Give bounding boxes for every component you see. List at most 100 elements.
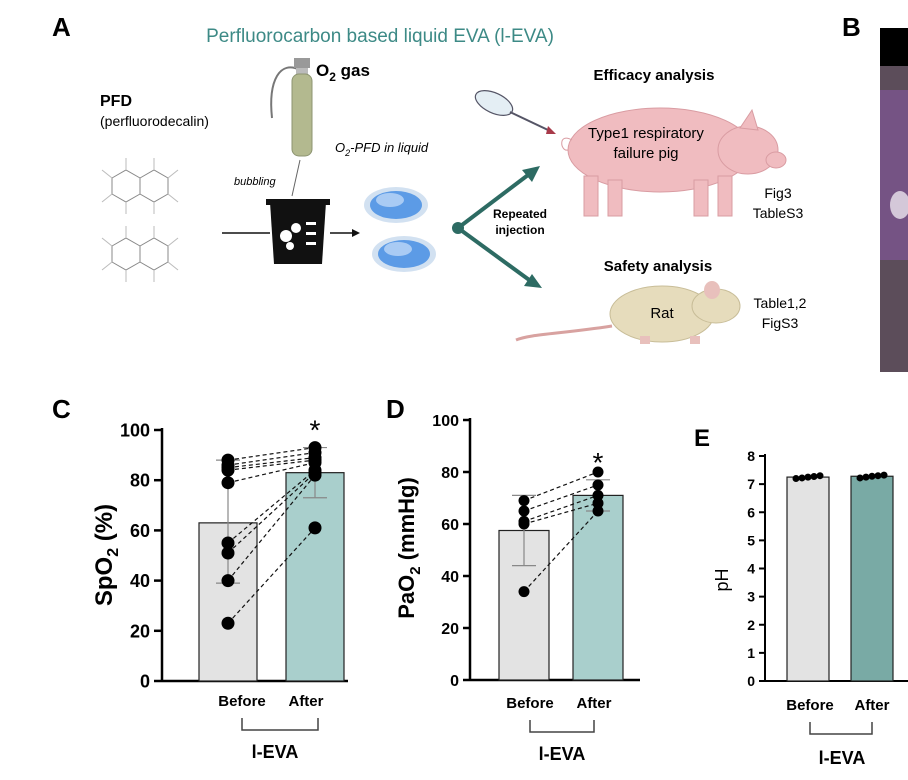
chart-d-pair-line xyxy=(523,502,599,525)
pig-label-line1: Type1 respiratory xyxy=(588,125,704,142)
chart-c-pair-line xyxy=(227,462,316,484)
chart-e-point-before xyxy=(816,472,824,480)
safety-ref-fig: FigS3 xyxy=(762,315,799,331)
chart-c-pair-line xyxy=(227,472,316,554)
rat-icon xyxy=(515,281,741,344)
chart-c-pair-line xyxy=(227,474,316,581)
chart-c-xlabel-before: Before xyxy=(218,693,266,710)
chart-d-point-after xyxy=(592,479,604,491)
chart-e-y-tick-label: 2 xyxy=(747,617,755,633)
chart-c-pair-line xyxy=(227,459,316,471)
chart-d-point-after xyxy=(592,497,604,509)
panel-a: A Perfluorocarbon based liquid EVA (l-EV… xyxy=(52,12,807,344)
panel-c-label: C xyxy=(52,394,71,424)
chart-d-point-before xyxy=(518,495,530,507)
chart-e-y-tick-label: 1 xyxy=(747,645,755,661)
o2-cylinder-icon xyxy=(270,58,313,157)
safety-analysis-title: Safety analysis xyxy=(604,258,712,275)
chart-c-bar-after xyxy=(285,472,345,682)
chart-e-group-bracket xyxy=(809,722,873,735)
photo-image-highlight xyxy=(880,90,908,260)
chart-c-point-after xyxy=(308,468,322,482)
chart-d-point-before xyxy=(518,505,530,517)
chart-d-bar-after xyxy=(572,494,624,681)
chart-e-bar-after xyxy=(850,475,894,682)
o2-pfd-droplet-icon xyxy=(372,236,436,272)
chart-d-plot: 0 20 40 60 80 100 * xyxy=(432,413,640,690)
pig-label-line2: failure pig xyxy=(613,145,678,162)
pfd-sublabel: (perfluorodecalin) xyxy=(100,113,209,129)
chart-d-y-tick-label: 100 xyxy=(432,413,459,430)
chart-c-y-tick-label: 40 xyxy=(130,571,150,591)
panel-e: E pH 0 1 2 3 4 5 6 7 8 Before After l-EVA xyxy=(694,425,908,768)
chart-e-point-after xyxy=(856,474,864,482)
schematic-title: Perfluorocarbon based liquid EVA (l-EVA) xyxy=(206,26,554,47)
o2-gas-label: O2 gas xyxy=(316,61,370,84)
chart-e-point-before xyxy=(798,474,806,482)
chart-c-point-before xyxy=(221,616,235,630)
chart-d-pair-line xyxy=(523,494,599,522)
chart-e-point-after xyxy=(874,472,882,480)
syringe-icon xyxy=(474,90,556,134)
chart-c-y-tick-label: 80 xyxy=(130,471,150,491)
chart-d-xlabel-before: Before xyxy=(506,695,554,712)
o2-pfd-droplet-icon xyxy=(364,187,428,223)
chart-e-y-tick-label: 0 xyxy=(747,673,755,689)
chart-d-bar-before xyxy=(498,529,550,681)
chart-d-point-after xyxy=(592,466,604,478)
pig-icon xyxy=(561,107,787,217)
chart-d-y-tick-label: 20 xyxy=(441,621,459,638)
chart-e-y-tick-label: 8 xyxy=(747,448,755,464)
chart-c-pair-line xyxy=(227,451,316,466)
chart-d-y-tick-label: 80 xyxy=(441,465,459,482)
chart-e-xlabel-before: Before xyxy=(786,697,834,714)
repeated-injection-label-line1: Repeated xyxy=(493,207,547,221)
chart-c-group-label: l-EVA xyxy=(252,742,299,762)
panel-c: C SpO2 (%) 0 20 40 60 80 100 * Before After l-… xyxy=(52,394,348,762)
panel-b-label: B xyxy=(842,12,861,42)
chart-d-ylabel: PaO2 (mmHg) xyxy=(394,477,424,619)
chart-e-y-tick-label: 6 xyxy=(747,504,755,520)
pfd-label: PFD xyxy=(100,93,132,110)
rat-label: Rat xyxy=(650,305,674,322)
chart-c-pair-line xyxy=(227,457,316,469)
chart-d-pair-line xyxy=(523,471,599,502)
chart-e-point-before xyxy=(804,473,812,481)
chart-c-y-tick-label: 60 xyxy=(130,521,150,541)
chart-d-point-after xyxy=(592,489,604,501)
chart-d-group-label: l-EVA xyxy=(539,744,586,764)
chart-e-y-tick-label: 4 xyxy=(747,561,755,577)
pfd-molecule-icon xyxy=(101,226,179,282)
chart-d-pair-line xyxy=(523,510,599,593)
chart-c-group-bracket xyxy=(241,718,319,731)
panel-a-label: A xyxy=(52,12,71,42)
chart-c-pair-line xyxy=(227,446,316,461)
chart-d-point-after xyxy=(592,505,604,517)
chart-d-xlabel-after: After xyxy=(576,695,611,712)
chart-c-pair-line xyxy=(227,527,316,624)
chart-c-y-tick-label: 0 xyxy=(140,671,150,691)
chart-c-point-before xyxy=(221,463,235,477)
bubbling-label: bubbling xyxy=(234,176,276,188)
branch-arrows xyxy=(452,166,542,288)
safety-ref-table: Table1,2 xyxy=(754,295,807,311)
efficacy-ref-fig: Fig3 xyxy=(764,185,791,201)
chart-e-point-before xyxy=(792,475,800,482)
chart-c-point-before xyxy=(221,476,235,490)
chart-e-y-tick-label: 7 xyxy=(747,476,755,492)
efficacy-analysis-title: Efficacy analysis xyxy=(594,67,715,84)
chart-c-point-before xyxy=(221,536,235,550)
o2-pfd-label: O2-PFD in liquid xyxy=(335,140,429,158)
chart-e-y-tick-label: 5 xyxy=(747,532,755,548)
chart-c-point-before xyxy=(221,574,235,588)
chart-e-ylabel: pH xyxy=(712,568,732,591)
chart-e-group-label: l-EVA xyxy=(819,748,866,768)
chart-c-significance-marker: * xyxy=(310,415,321,446)
chart-e-point-after xyxy=(862,473,870,481)
chart-e-bar-before xyxy=(786,476,830,682)
chart-e-y-tick-label: 3 xyxy=(747,589,755,605)
chart-e-point-after xyxy=(880,471,888,479)
efficacy-ref-table: TableS3 xyxy=(753,205,804,221)
panel-d-label: D xyxy=(386,394,405,424)
